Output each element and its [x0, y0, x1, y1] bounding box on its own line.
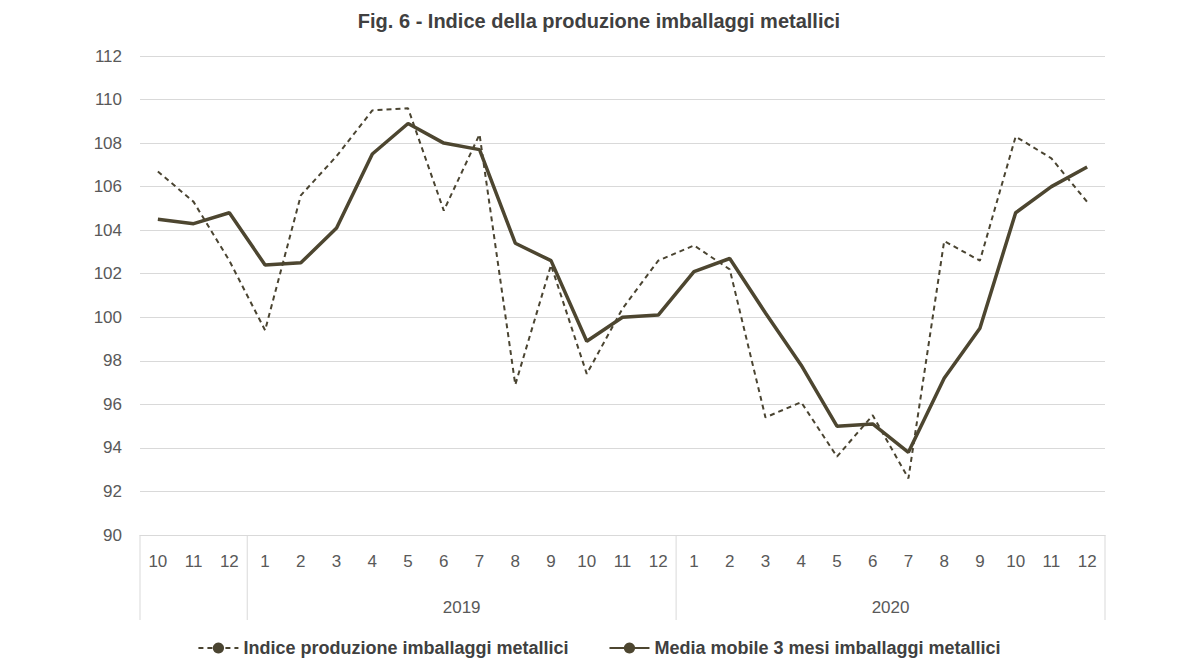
- svg-text:90: 90: [103, 526, 122, 545]
- svg-text:8: 8: [511, 552, 520, 571]
- svg-text:4: 4: [796, 552, 805, 571]
- svg-text:96: 96: [103, 395, 122, 414]
- svg-text:2: 2: [296, 552, 305, 571]
- svg-text:92: 92: [103, 482, 122, 501]
- svg-text:3: 3: [761, 552, 770, 571]
- svg-text:9: 9: [546, 552, 555, 571]
- svg-text:10: 10: [1006, 552, 1025, 571]
- svg-text:4: 4: [368, 552, 377, 571]
- svg-text:5: 5: [832, 552, 841, 571]
- svg-text:1: 1: [260, 552, 269, 571]
- svg-text:2: 2: [725, 552, 734, 571]
- svg-text:9: 9: [975, 552, 984, 571]
- svg-text:10: 10: [148, 552, 167, 571]
- svg-text:12: 12: [220, 552, 239, 571]
- svg-text:8: 8: [939, 552, 948, 571]
- svg-text:94: 94: [103, 438, 122, 457]
- svg-text:2019: 2019: [443, 598, 481, 617]
- svg-text:6: 6: [439, 552, 448, 571]
- svg-text:Indice produzione imballaggi m: Indice produzione imballaggi metallici: [243, 638, 568, 658]
- svg-text:11: 11: [1043, 552, 1061, 571]
- svg-text:104: 104: [94, 221, 122, 240]
- svg-text:100: 100: [94, 308, 122, 327]
- svg-text:12: 12: [1078, 552, 1097, 571]
- svg-text:11: 11: [614, 552, 632, 571]
- svg-text:98: 98: [103, 351, 122, 370]
- svg-text:Media mobile 3 mesi imballaggi: Media mobile 3 mesi imballaggi metallici: [654, 638, 1000, 658]
- svg-text:112: 112: [95, 47, 122, 66]
- svg-text:3: 3: [332, 552, 341, 571]
- svg-text:12: 12: [649, 552, 668, 571]
- svg-text:Fig. 6 - Indice della produzio: Fig. 6 - Indice della produzione imballa…: [358, 10, 840, 32]
- svg-text:6: 6: [868, 552, 877, 571]
- svg-text:7: 7: [904, 552, 913, 571]
- svg-text:11: 11: [185, 552, 203, 571]
- svg-text:7: 7: [475, 552, 484, 571]
- svg-text:106: 106: [94, 177, 122, 196]
- svg-text:1: 1: [689, 552, 698, 571]
- svg-text:10: 10: [577, 552, 596, 571]
- svg-text:2020: 2020: [872, 598, 910, 617]
- svg-text:110: 110: [95, 90, 122, 109]
- svg-text:102: 102: [94, 264, 122, 283]
- svg-text:108: 108: [94, 134, 122, 153]
- svg-text:5: 5: [403, 552, 412, 571]
